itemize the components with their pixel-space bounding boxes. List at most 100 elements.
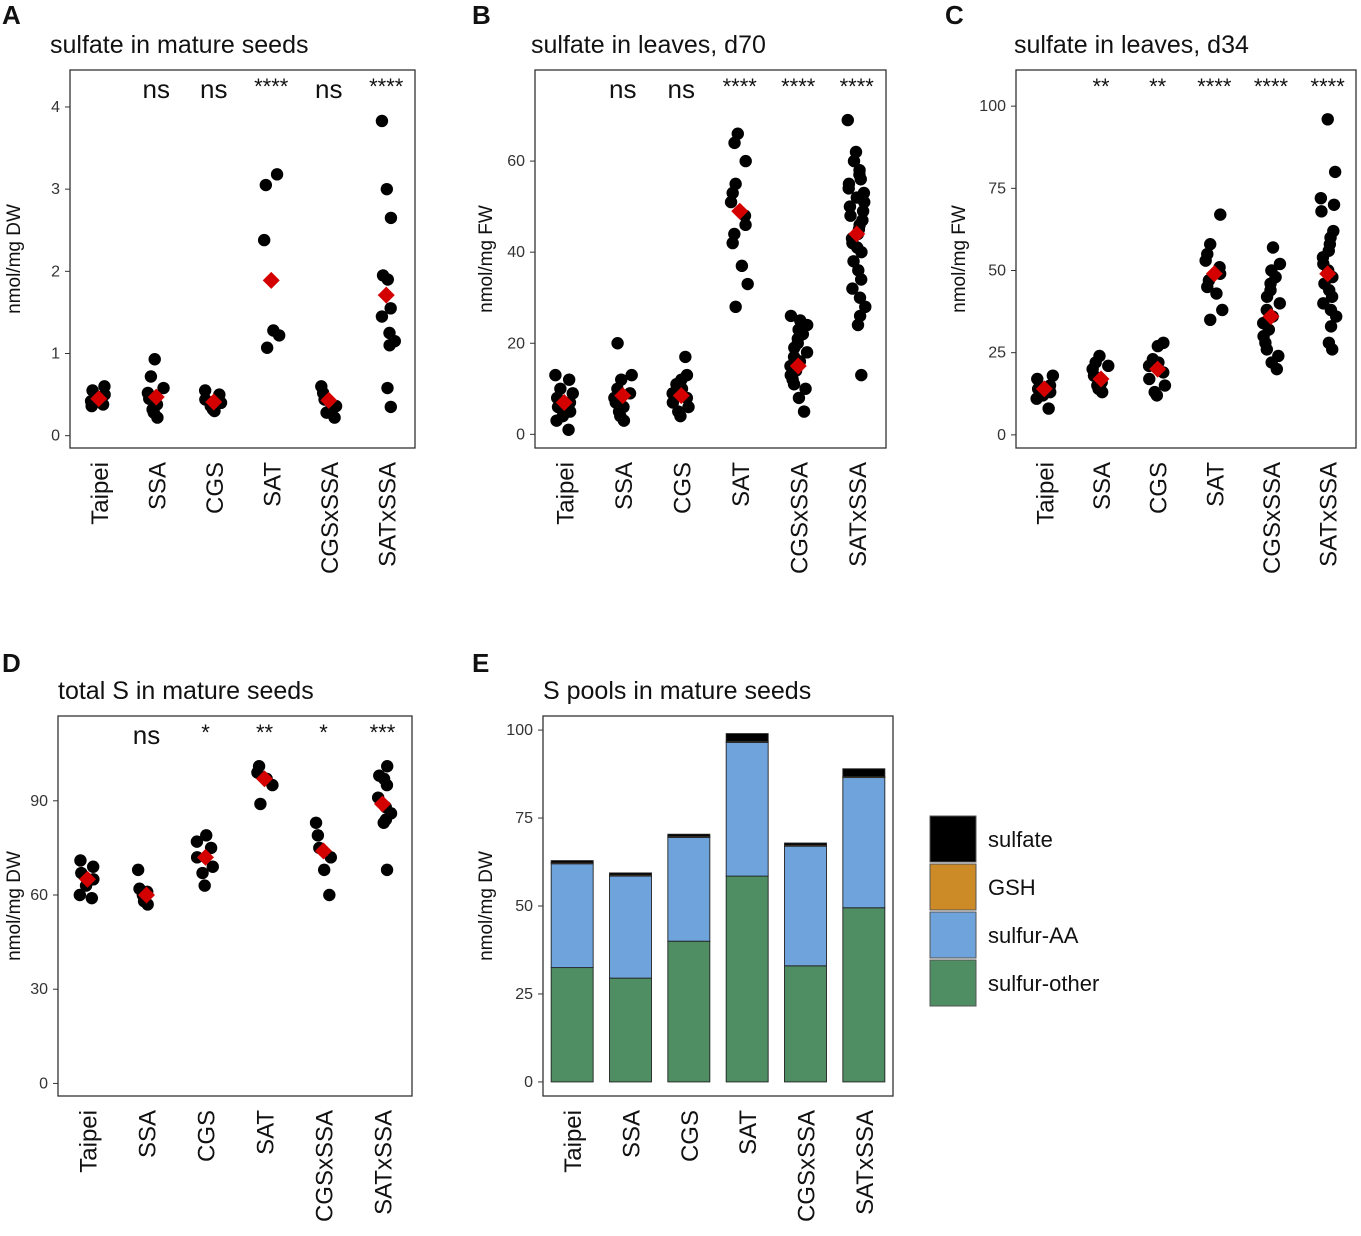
data-point [73,888,87,902]
data-point [157,381,170,395]
data-point [1216,303,1229,317]
bar-segment [667,833,711,837]
data-point [376,269,390,282]
significance-label: **** [369,74,404,99]
significance-label: **** [1197,74,1232,99]
mean-marker [315,842,332,860]
data-point [260,341,274,354]
data-point [849,145,863,159]
chart-title: sulfate in leaves, d34 [1014,31,1249,59]
data-point [1327,224,1340,238]
significance-label: **** [723,74,758,99]
data-point [381,381,394,395]
panel-c: C sulfate in leaves, d34 0 25 50 75 100 nmol/… [945,0,1357,574]
data-point [144,370,158,383]
data-point [190,835,204,848]
data-point [615,373,628,386]
bar-segment [784,845,827,967]
data-point [1327,198,1341,211]
y-tick-label: 40 [507,244,525,261]
y-tick-label: 0 [997,427,1006,444]
mean-marker [789,357,807,375]
bar-segment [725,741,769,877]
y-tick-label: 75 [988,180,1006,197]
mean-marker [256,770,273,788]
bar-segment [667,836,711,942]
data-point [1273,257,1287,271]
x-tick-label: Taipei [1032,462,1059,525]
legend-label: GSH [988,875,1036,900]
y-axis-label: nmol/mg DW [4,204,25,314]
mean-marker [147,388,165,406]
data-point [625,368,638,382]
bar-segment [725,733,769,742]
data-point [204,841,218,855]
data-point [1321,113,1334,126]
significance-label: ns [200,74,227,104]
data-point [1042,402,1055,415]
data-point [680,368,694,382]
data-point [666,396,680,409]
y-tick-label: 3 [51,181,60,198]
x-tick-label: SAT [253,1110,280,1155]
x-tick-label: CGSxSSA [794,1110,821,1222]
significance-label: ns [315,74,342,104]
y-tick-label: 100 [979,98,1006,115]
data-point [856,214,869,227]
y-axis-label: nmol/mg FW [949,205,970,313]
panel-a: A sulfate in mature seeds 0 1 2 3 4 nmol/mg D… [2,0,416,574]
mean-marker [374,795,391,813]
data-point [380,760,394,773]
x-tick-label: CGS [677,1110,704,1162]
significance-label: **** [1311,74,1346,99]
y-tick-label: 60 [30,887,48,904]
x-tick-label: Taipei [76,1110,103,1173]
x-tick-label: CGSxSSA [312,1110,339,1222]
data-point [384,302,397,315]
mean-marker [614,387,632,405]
data-point [206,860,219,873]
x-tick-label: SAT [728,462,755,507]
data-point [74,854,87,867]
mean-marker [79,870,96,888]
significance-label: **** [781,74,816,99]
y-tick-label: 25 [515,986,533,1003]
data-point [1266,241,1280,254]
data-point [857,186,871,200]
data-point [1204,238,1217,251]
data-point [1093,349,1106,363]
data-point [1046,369,1060,382]
data-point [562,423,575,436]
y-tick-label: 90 [30,793,48,810]
data-point [1210,287,1223,300]
x-tick-label: SSA [619,1110,646,1158]
data-point [1157,336,1170,350]
data-point [1201,247,1214,261]
data-point [375,310,389,323]
significance-label: ** [256,720,274,745]
data-point [380,863,394,877]
y-tick-label: 0 [39,1075,48,1092]
data-point [739,154,752,168]
y-axis-label: nmol/mg DW [476,851,497,961]
data-point [841,113,854,127]
data-point [1214,208,1227,221]
data-point [315,380,328,393]
data-point [799,382,812,395]
y-tick-label: 100 [506,722,533,739]
panel-letter: C [945,0,964,30]
bar-segment [784,842,827,846]
data-point [270,168,284,181]
bar-segment [842,777,886,909]
x-tick-label: CGSxSSA [1259,462,1286,574]
y-tick-label: 20 [507,335,525,352]
data-point [731,127,744,140]
y-tick-label: 0 [524,1074,533,1091]
x-tick-label: CGS [669,462,696,514]
plot-frame [542,715,894,1097]
data-point [1314,191,1328,205]
x-tick-label: CGSxSSA [786,462,813,574]
x-tick-label: Taipei [560,1110,587,1173]
data-point [1322,336,1336,350]
y-tick-label: 25 [988,345,1006,362]
